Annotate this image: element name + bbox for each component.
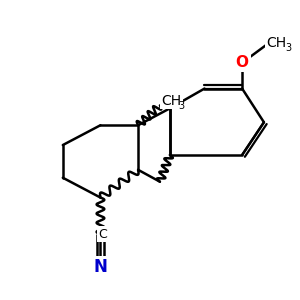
- Text: 3: 3: [285, 44, 291, 53]
- Text: C: C: [98, 228, 107, 241]
- Text: CH: CH: [161, 94, 182, 108]
- Text: N: N: [94, 258, 107, 276]
- Text: 3: 3: [178, 101, 184, 111]
- Text: CH: CH: [266, 36, 286, 50]
- Text: O: O: [236, 55, 249, 70]
